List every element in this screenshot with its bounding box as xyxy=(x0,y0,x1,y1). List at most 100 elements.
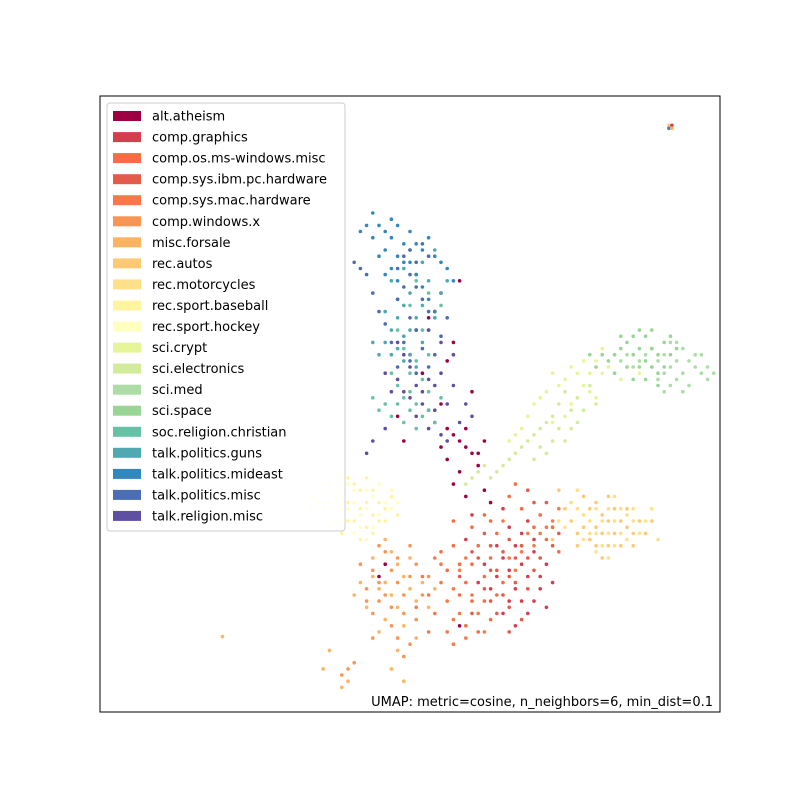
point-12-23 xyxy=(594,402,598,406)
point-9-4 xyxy=(352,519,357,523)
legend-label-7: rec.autos xyxy=(152,257,213,272)
point-2-23 xyxy=(513,482,518,486)
legend-swatch-14 xyxy=(113,405,141,416)
point-19-10 xyxy=(395,377,400,382)
point-0-2 xyxy=(451,433,456,437)
point-6-17 xyxy=(426,605,431,610)
point-0-27 xyxy=(383,562,388,566)
point-5-27 xyxy=(352,660,357,665)
point-3-26 xyxy=(557,531,561,536)
point-19-0 xyxy=(420,389,425,394)
point-9-27 xyxy=(395,513,400,517)
point-6-11 xyxy=(389,550,394,554)
point-3-24 xyxy=(507,630,512,634)
legend-swatch-1 xyxy=(113,132,141,143)
point-9-11 xyxy=(383,506,388,511)
point-5-29 xyxy=(340,673,344,677)
point-19-18 xyxy=(439,433,443,437)
point-14-24 xyxy=(600,352,604,357)
point-14-0 xyxy=(650,346,654,351)
point-1-1 xyxy=(526,574,530,579)
point-10-7 xyxy=(352,488,357,493)
point-14-29 xyxy=(588,352,592,357)
point-4-8 xyxy=(445,630,450,634)
point-3-6 xyxy=(507,574,512,579)
point-16-3 xyxy=(414,365,419,369)
point-17-28 xyxy=(451,279,456,283)
point-10-4 xyxy=(346,506,350,511)
point-15-1 xyxy=(408,408,412,413)
point-4-26 xyxy=(507,556,512,560)
point-15-11 xyxy=(420,377,425,382)
point-2-15 xyxy=(445,568,450,573)
point-7-20 xyxy=(606,494,611,499)
point-12-11 xyxy=(569,426,573,431)
point-6-18 xyxy=(383,537,388,542)
point-17-29 xyxy=(433,309,437,314)
point-19-5 xyxy=(420,402,425,406)
point-4-2 xyxy=(445,599,450,603)
point-7-16 xyxy=(594,500,598,505)
point-19-23 xyxy=(470,414,474,419)
point-4-25 xyxy=(501,519,505,523)
point-11-14 xyxy=(550,371,555,376)
point-15-8 xyxy=(389,414,394,419)
point-15-27 xyxy=(426,291,431,295)
point-5-25 xyxy=(402,654,406,659)
point-4-28 xyxy=(557,506,561,511)
point-6-20 xyxy=(414,636,419,640)
point-1-15 xyxy=(488,587,493,591)
point-2-4 xyxy=(476,543,481,548)
point-13-28 xyxy=(712,371,716,376)
point-1-23 xyxy=(495,543,499,548)
point-0-4 xyxy=(445,457,450,462)
point-15-24 xyxy=(395,328,400,332)
legend-swatch-17 xyxy=(113,468,141,479)
outlier-point-1-0 xyxy=(220,634,225,639)
point-14-20 xyxy=(606,359,611,363)
point-14-14 xyxy=(631,334,635,339)
point-10-28 xyxy=(389,488,394,493)
point-1-2 xyxy=(532,550,536,554)
point-15-12 xyxy=(395,383,400,388)
point-4-14 xyxy=(426,630,431,634)
point-14-17 xyxy=(643,377,648,382)
point-4-11 xyxy=(457,611,462,616)
legend-label-10: rec.sport.hockey xyxy=(152,320,260,335)
point-18-2 xyxy=(402,254,406,258)
point-7-17 xyxy=(637,519,642,523)
point-14-9 xyxy=(625,340,629,345)
point-19-22 xyxy=(445,439,450,443)
point-13-10 xyxy=(699,371,704,376)
legend-swatch-18 xyxy=(113,489,141,500)
legend-label-16: talk.politics.guns xyxy=(152,446,262,461)
point-18-23 xyxy=(383,322,388,326)
point-7-0 xyxy=(594,525,598,529)
point-16-14 xyxy=(420,303,425,308)
point-3-10 xyxy=(501,593,505,597)
point-13-23 xyxy=(631,365,635,369)
point-19-1 xyxy=(414,383,419,388)
point-8-25 xyxy=(563,525,567,529)
point-12-7 xyxy=(532,433,536,437)
point-12-28 xyxy=(470,476,474,480)
point-8-27 xyxy=(557,519,561,523)
point-12-0 xyxy=(557,402,561,406)
point-16-22 xyxy=(439,291,443,295)
point-6-3 xyxy=(402,574,406,579)
point-17-11 xyxy=(402,260,406,265)
point-6-22 xyxy=(352,593,357,597)
point-9-18 xyxy=(389,494,394,499)
point-7-1 xyxy=(600,531,604,536)
point-19-4 xyxy=(433,383,437,388)
point-18-22 xyxy=(439,334,443,339)
point-8-2 xyxy=(606,531,611,536)
point-19-17 xyxy=(402,352,406,357)
point-3-19 xyxy=(519,617,524,622)
point-0-3 xyxy=(470,451,474,456)
point-1-27 xyxy=(470,513,474,517)
point-11-10 xyxy=(557,383,561,388)
point-12-14 xyxy=(513,451,518,456)
point-12-8 xyxy=(575,396,580,400)
point-2-24 xyxy=(532,525,536,529)
